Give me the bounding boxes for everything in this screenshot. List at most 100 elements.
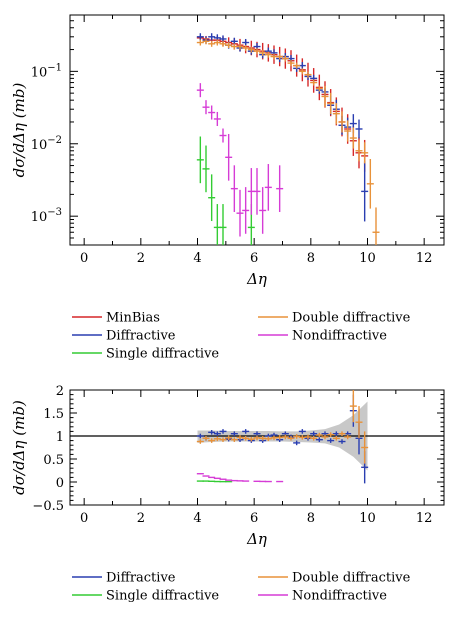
y-tick-label: 10−3 <box>31 207 62 225</box>
data-point <box>196 83 204 98</box>
data-point <box>236 43 244 50</box>
data-point <box>264 164 272 211</box>
data-point <box>259 187 267 234</box>
y-tick-label: −0.5 <box>32 499 64 514</box>
data-point <box>213 431 221 436</box>
series-single-diffractive <box>196 480 233 483</box>
data-point <box>281 434 289 440</box>
data-point <box>315 85 323 92</box>
legend-entry-single-diffractive: Single diffractive <box>72 347 219 362</box>
data-point <box>338 111 346 133</box>
data-point <box>259 49 267 56</box>
data-point <box>196 33 204 41</box>
legend-label: Double diffractive <box>292 571 411 586</box>
data-point <box>208 438 216 443</box>
data-point <box>196 473 204 475</box>
data-point <box>208 430 216 435</box>
data-point <box>327 92 335 115</box>
legend-label: Double diffractive <box>292 311 411 326</box>
plot-frame <box>69 389 445 506</box>
data-point <box>213 39 221 46</box>
data-point <box>230 165 238 212</box>
legend-entry-diffractive: Diffractive <box>72 329 176 344</box>
data-point <box>202 38 210 45</box>
legend-label: Nondiffractive <box>292 589 387 604</box>
bottom-chart: 0 2 4 6 8 10 12 Δη dσ/dΔη (mb) −0.5 0 0.5 1 1.5 2 <box>10 384 445 548</box>
data-point <box>242 187 250 234</box>
data-point <box>253 168 261 215</box>
data-point <box>253 48 261 55</box>
data-point <box>213 204 221 245</box>
series-double-diffractive <box>196 390 369 464</box>
legend-label: Diffractive <box>106 571 176 586</box>
data-point <box>219 204 227 245</box>
data-point <box>202 145 210 193</box>
data-point <box>338 431 346 436</box>
x-tick-label: 10 <box>359 251 376 266</box>
top-legend: MinBias Double diffractive Diffractive Nond… <box>72 311 411 362</box>
data-point <box>344 120 352 142</box>
data-point <box>304 71 312 78</box>
data-point <box>349 127 357 149</box>
data-point <box>327 438 335 443</box>
data-point <box>293 434 301 439</box>
data-point <box>202 436 210 441</box>
data-point <box>355 119 363 139</box>
legend-label: Single diffractive <box>106 347 219 362</box>
data-point <box>247 46 255 53</box>
legend-label: Diffractive <box>106 329 176 344</box>
data-point <box>208 476 216 479</box>
data-point <box>242 480 250 482</box>
y-tick-label: 1.5 <box>43 407 64 422</box>
data-point <box>196 136 204 184</box>
data-point <box>332 103 340 125</box>
data-point <box>361 431 369 464</box>
data-point <box>236 189 244 237</box>
data-point <box>287 436 295 441</box>
data-point <box>361 142 369 164</box>
legend-entry-minbias: MinBias <box>72 311 160 326</box>
x-tick-label: 0 <box>80 511 88 526</box>
y-tick-label: 10−2 <box>31 135 62 153</box>
data-point <box>230 437 238 442</box>
data-point <box>225 133 233 181</box>
y-tick-label: 2 <box>56 384 64 399</box>
y-tick-label: 10−1 <box>31 62 62 80</box>
data-point <box>327 432 335 437</box>
legend-label: MinBias <box>106 311 160 326</box>
legend-entry-nondiffractive: Nondiffractive <box>258 589 387 604</box>
legend-entry-single-diffractive: Single diffractive <box>72 589 219 604</box>
x-tick-label: 2 <box>137 511 145 526</box>
x-tick-label: 8 <box>307 251 315 266</box>
data-point <box>349 390 357 423</box>
legend-label: Nondiffractive <box>292 329 387 344</box>
x-tick-label: 8 <box>307 511 315 526</box>
data-point <box>372 207 380 245</box>
series-nondiffractive <box>196 83 284 237</box>
data-point <box>208 105 216 120</box>
data-point <box>219 128 227 143</box>
x-tick-label: 10 <box>359 511 376 526</box>
data-point <box>196 439 204 444</box>
data-point <box>366 159 374 209</box>
data-point <box>315 437 323 442</box>
data-point <box>298 429 306 434</box>
data-point <box>332 436 340 441</box>
data-point <box>219 478 227 480</box>
x-axis-title: Δη <box>246 270 267 288</box>
data-point <box>276 480 284 483</box>
data-point <box>202 475 210 477</box>
data-point <box>253 431 261 436</box>
data-point <box>208 40 216 47</box>
data-point <box>196 39 204 46</box>
data-point <box>225 42 233 49</box>
data-point <box>219 40 227 47</box>
x-tick-label: 0 <box>80 251 88 266</box>
data-point <box>338 439 346 444</box>
data-point <box>242 429 250 434</box>
x-tick-label: 6 <box>250 251 258 266</box>
data-point <box>276 165 284 212</box>
legend-entry-double-diffractive: Double diffractive <box>258 311 411 326</box>
data-point <box>225 435 233 441</box>
